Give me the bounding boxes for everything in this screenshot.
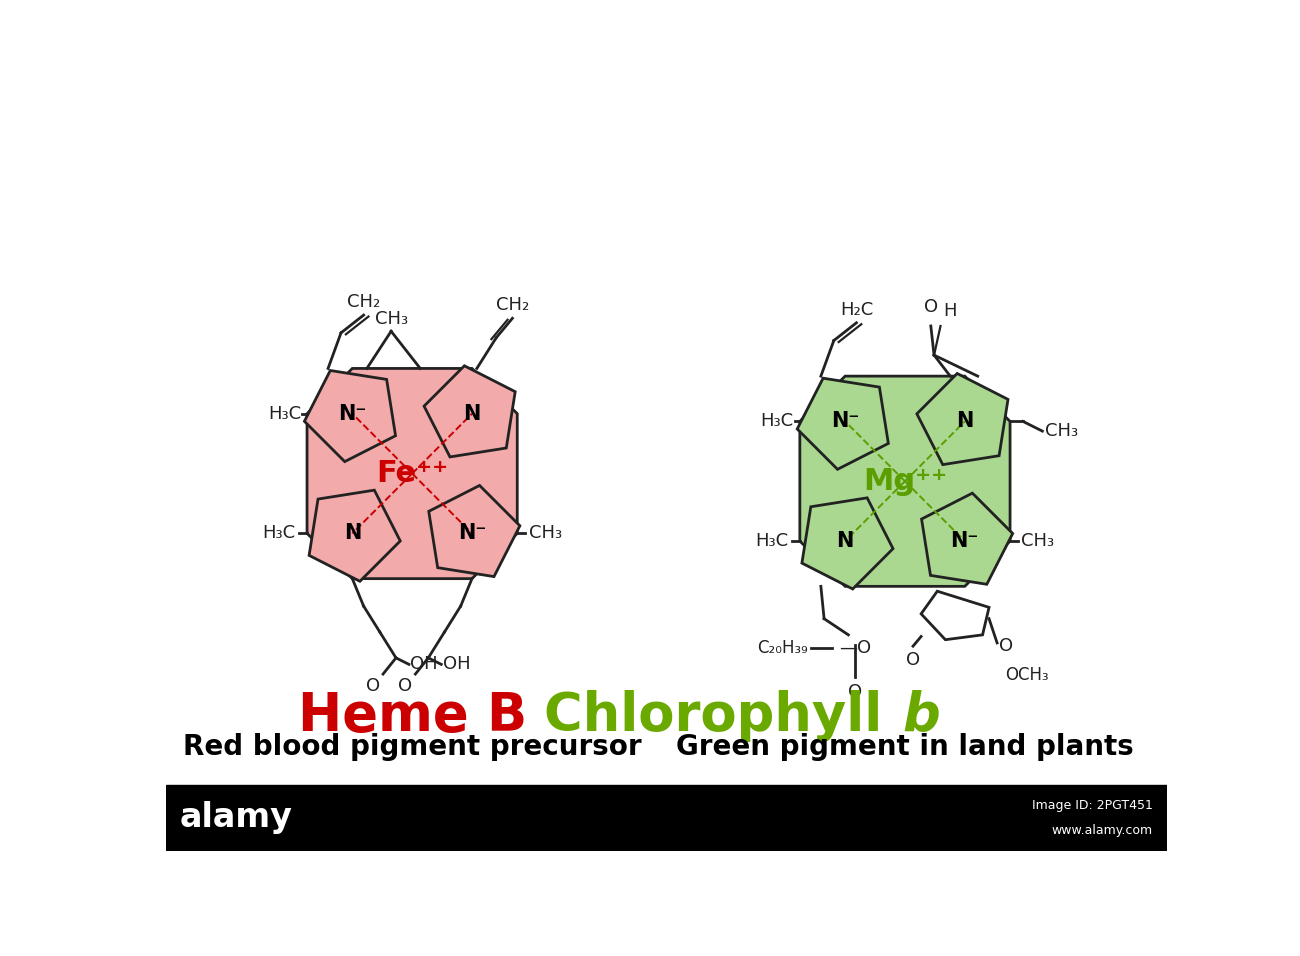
Text: CH₃: CH₃ xyxy=(529,525,562,542)
Text: CH₃: CH₃ xyxy=(1045,423,1079,440)
Text: H₂C: H₂C xyxy=(840,301,874,319)
Text: alamy: alamy xyxy=(179,801,292,835)
Polygon shape xyxy=(424,366,515,457)
Text: N: N xyxy=(836,532,854,551)
Polygon shape xyxy=(922,493,1013,584)
Polygon shape xyxy=(429,486,520,576)
Polygon shape xyxy=(916,374,1008,465)
Text: CH₂: CH₂ xyxy=(495,296,529,315)
Text: N⁻: N⁻ xyxy=(458,523,486,543)
Text: H₃C: H₃C xyxy=(268,404,300,423)
Polygon shape xyxy=(797,379,888,469)
Text: N: N xyxy=(956,411,974,431)
Text: H₃C: H₃C xyxy=(755,532,789,550)
Text: www.alamy.com: www.alamy.com xyxy=(1052,824,1153,837)
Text: Chlorophyll: Chlorophyll xyxy=(545,690,901,742)
Text: N⁻: N⁻ xyxy=(950,532,979,551)
Polygon shape xyxy=(800,376,1010,586)
Polygon shape xyxy=(307,368,517,578)
Text: Heme B: Heme B xyxy=(298,690,526,742)
Text: N⁻: N⁻ xyxy=(338,403,367,424)
Text: Image ID: 2PGT451: Image ID: 2PGT451 xyxy=(1032,799,1153,813)
Text: Green pigment in land plants: Green pigment in land plants xyxy=(676,733,1134,761)
Text: N: N xyxy=(463,403,481,424)
Text: H₃C: H₃C xyxy=(760,412,794,430)
Text: H: H xyxy=(944,301,957,319)
Text: O: O xyxy=(398,677,412,695)
Polygon shape xyxy=(304,371,395,462)
Text: OH: OH xyxy=(443,656,471,673)
Text: O: O xyxy=(365,677,380,695)
Text: b: b xyxy=(902,690,940,742)
Text: OH: OH xyxy=(411,656,438,673)
Text: O: O xyxy=(998,638,1013,655)
Polygon shape xyxy=(922,591,989,640)
Text: OCH₃: OCH₃ xyxy=(1005,665,1049,684)
Text: N⁻: N⁻ xyxy=(831,411,859,431)
Polygon shape xyxy=(309,490,400,581)
Text: CH₃: CH₃ xyxy=(374,310,408,328)
Text: H₃C: H₃C xyxy=(263,525,295,542)
Text: O: O xyxy=(848,684,862,702)
Text: Fe⁺⁺: Fe⁺⁺ xyxy=(376,459,448,489)
Text: O: O xyxy=(906,651,920,669)
Text: N: N xyxy=(343,523,361,543)
Text: CH₃: CH₃ xyxy=(1022,532,1054,550)
Bar xyxy=(166,785,1167,851)
Text: CH₂: CH₂ xyxy=(347,293,381,312)
Text: —O: —O xyxy=(838,639,871,657)
Text: O: O xyxy=(924,298,937,316)
Text: Red blood pigment precursor: Red blood pigment precursor xyxy=(183,733,641,761)
Text: C₂₀H₃₉: C₂₀H₃₉ xyxy=(757,639,807,657)
Polygon shape xyxy=(802,498,893,589)
Text: Mg⁺⁺: Mg⁺⁺ xyxy=(863,467,946,496)
